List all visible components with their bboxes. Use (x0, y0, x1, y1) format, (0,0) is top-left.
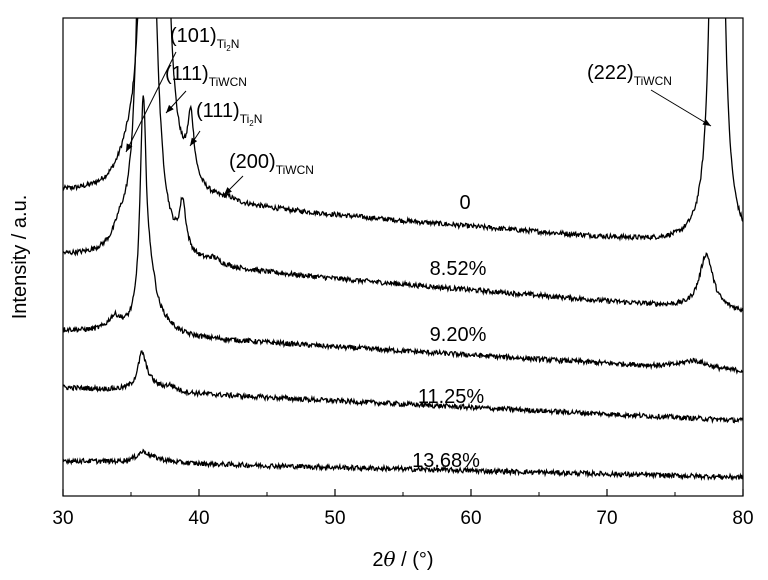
series-label: 0 (459, 192, 470, 214)
series-label: 11.25% (418, 386, 485, 408)
peak-annotation: (111)TiWCN (165, 63, 247, 89)
series-line-0 (63, 18, 743, 242)
series-label: 13.68% (412, 450, 480, 472)
plot-frame (62, 17, 744, 497)
series-label: 9.20% (430, 324, 487, 346)
annotation-arrow-line (650, 89, 712, 127)
annotation-arrow-head (126, 143, 133, 152)
peak-annotation: (101)Ti2N (170, 25, 239, 53)
annotation-arrow-head (702, 119, 711, 126)
peak-annotation: (111)Ti2N (196, 100, 262, 128)
series-line-3 (63, 350, 743, 424)
annotation-arrow-head (190, 137, 198, 146)
series-line-1 (63, 18, 743, 313)
series-line-4 (63, 448, 743, 481)
x-tick-label: 30 (52, 508, 73, 529)
annotation-arrow-line (125, 51, 177, 153)
annotation-arrow-head (224, 187, 232, 195)
x-tick-label: 80 (732, 508, 753, 529)
x-tick-label: 40 (188, 508, 209, 529)
x-tick-label: 60 (460, 508, 481, 529)
peak-annotation: (200)TiWCN (229, 151, 314, 177)
series-line-2 (63, 95, 743, 375)
annotation-arrow-head (166, 104, 174, 113)
series-label: 8.52% (430, 258, 487, 280)
x-tick-label: 70 (596, 508, 617, 529)
x-tick-label: 50 (324, 508, 345, 529)
peak-annotation: (222)TiWCN (587, 62, 672, 88)
y-axis-label: Intensity / a.u. (9, 195, 31, 320)
x-axis-label: 2θ / (°) (372, 547, 433, 571)
